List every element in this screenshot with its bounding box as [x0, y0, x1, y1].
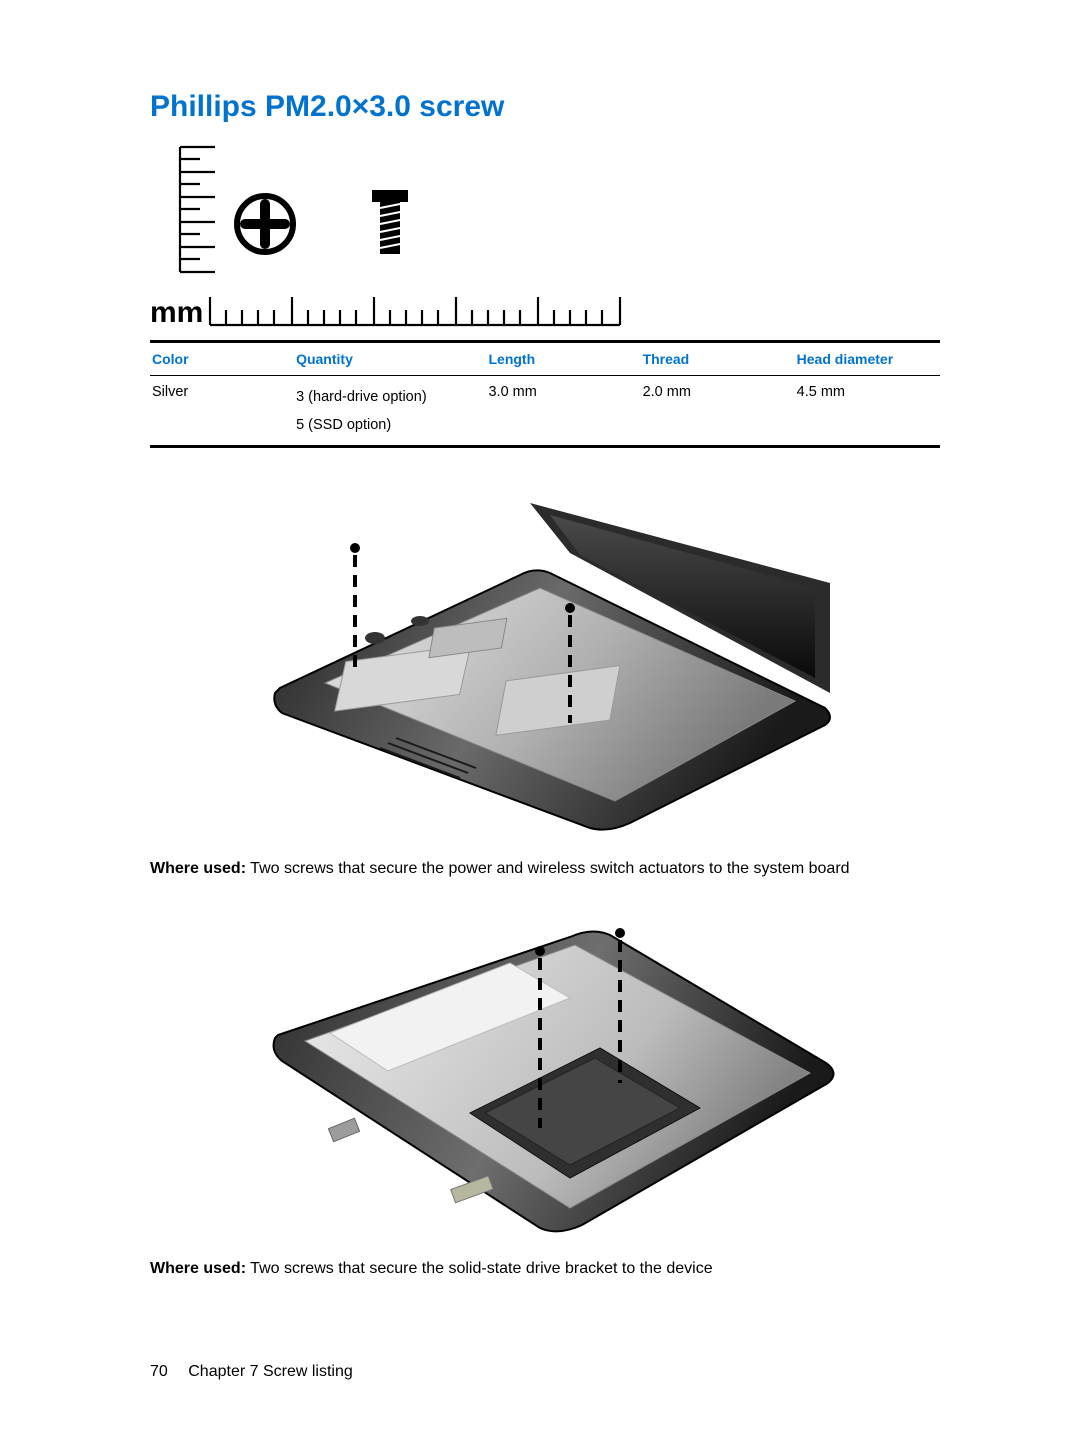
- illustration-system-board: [270, 488, 840, 838]
- th-length: Length: [486, 342, 640, 376]
- td-quantity: 3 (hard-drive option) 5 (SSD option): [294, 376, 486, 447]
- page-number: 70: [150, 1363, 168, 1380]
- chapter-label: Chapter 7 Screw listing: [188, 1363, 353, 1380]
- th-head-diameter: Head diameter: [795, 342, 940, 376]
- table-header-row: Color Quantity Length Thread Head diamet…: [150, 342, 940, 376]
- screw-spec-table: Color Quantity Length Thread Head diamet…: [150, 340, 940, 448]
- caption-where-used-2: Where used: Two screws that secure the s…: [150, 1258, 960, 1280]
- page-footer: 70 Chapter 7 Screw listing: [150, 1363, 353, 1381]
- ruler-unit-label: mm: [150, 296, 203, 329]
- th-color: Color: [150, 342, 294, 376]
- td-head-diameter: 4.5 mm: [795, 376, 940, 447]
- th-thread: Thread: [641, 342, 795, 376]
- td-length: 3.0 mm: [486, 376, 640, 447]
- table-row: Silver 3 (hard-drive option) 5 (SSD opti…: [150, 376, 940, 447]
- caption-where-used-1: Where used: Two screws that secure the p…: [150, 858, 960, 880]
- page-title: Phillips PM2.0×3.0 screw: [150, 90, 960, 124]
- td-color: Silver: [150, 376, 294, 447]
- illustration-ssd-bracket: [270, 908, 840, 1238]
- screw-ruler-diagram: mm: [150, 142, 630, 332]
- td-thread: 2.0 mm: [641, 376, 795, 447]
- th-quantity: Quantity: [294, 342, 486, 376]
